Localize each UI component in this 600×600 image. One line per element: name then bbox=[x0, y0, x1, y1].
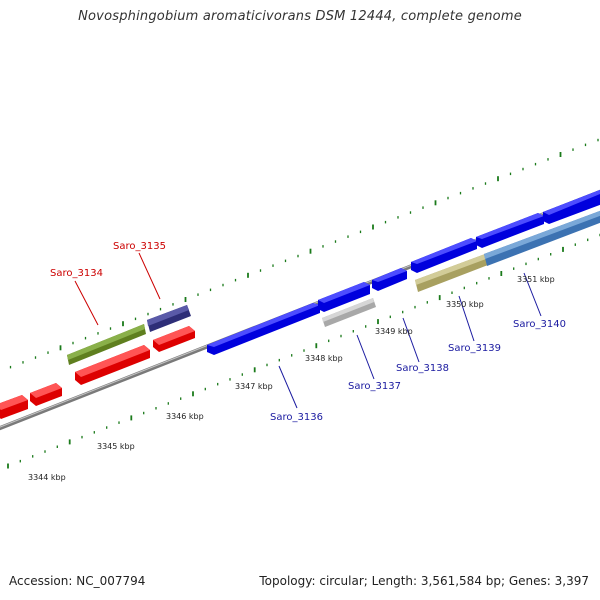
leader-saro-3134 bbox=[74, 280, 99, 326]
gene-label-saro-3138: Saro_3138 bbox=[396, 363, 449, 374]
topology-summary: Topology: circular; Length: 3,561,584 bp… bbox=[259, 574, 589, 588]
leader-saro-3135 bbox=[138, 252, 161, 300]
gene-saro-3135[interactable] bbox=[147, 305, 191, 332]
leader-saro-3140 bbox=[523, 272, 542, 317]
gene-reverse-unlabeled-3[interactable] bbox=[75, 345, 150, 385]
gene-label-saro-3139: Saro_3139 bbox=[448, 343, 501, 354]
leader-saro-3138 bbox=[402, 317, 420, 363]
map-title: Novosphingobium aromaticivorans DSM 1244… bbox=[78, 9, 522, 24]
gene-forward-unlabeled-4[interactable] bbox=[543, 188, 600, 224]
outer-tick-track bbox=[9, 138, 599, 369]
leader-saro-3136 bbox=[278, 365, 298, 409]
tick-label-3347: 3347 kbp bbox=[235, 382, 273, 391]
gene-reverse-unlabeled-4[interactable] bbox=[153, 326, 195, 352]
gene-forward-unlabeled-1[interactable] bbox=[318, 282, 370, 312]
gene-label-saro-3134: Saro_3134 bbox=[50, 268, 103, 279]
gene-label-saro-3140: Saro_3140 bbox=[513, 319, 566, 330]
gene-reverse-unlabeled-2[interactable] bbox=[30, 383, 62, 406]
tick-label-3349: 3349 kbp bbox=[375, 327, 413, 336]
gene-saro-3138[interactable] bbox=[372, 268, 407, 291]
tick-label-3350: 3350 kbp bbox=[446, 300, 484, 309]
leader-saro-3139 bbox=[458, 295, 475, 342]
inner-tick-track bbox=[7, 233, 600, 469]
accession-text: Accession: NC_007794 bbox=[9, 574, 146, 588]
gene-saro-3136[interactable] bbox=[207, 303, 320, 355]
tick-label-3348: 3348 kbp bbox=[305, 354, 343, 363]
tick-label-3351: 3351 kbp bbox=[517, 275, 555, 284]
gene-reverse-unlabeled-1[interactable] bbox=[0, 395, 28, 419]
gene-label-saro-3135: Saro_3135 bbox=[113, 241, 166, 252]
gene-label-saro-3136: Saro_3136 bbox=[270, 412, 323, 423]
gene-saro-3140[interactable] bbox=[484, 209, 600, 266]
gene-saro-3137[interactable] bbox=[322, 298, 376, 327]
gene-forward-unlabeled-2[interactable] bbox=[411, 238, 477, 273]
gene-saro-3134[interactable] bbox=[67, 324, 146, 365]
gene-saro-3139[interactable] bbox=[415, 254, 488, 292]
gene-label-saro-3137: Saro_3137 bbox=[348, 381, 401, 392]
gene-forward-unlabeled-3[interactable] bbox=[476, 213, 544, 248]
tick-label-3344: 3344 kbp bbox=[28, 473, 66, 482]
tick-label-3345: 3345 kbp bbox=[97, 442, 135, 451]
tick-label-3346: 3346 kbp bbox=[166, 412, 204, 421]
leader-saro-3137 bbox=[356, 334, 375, 380]
